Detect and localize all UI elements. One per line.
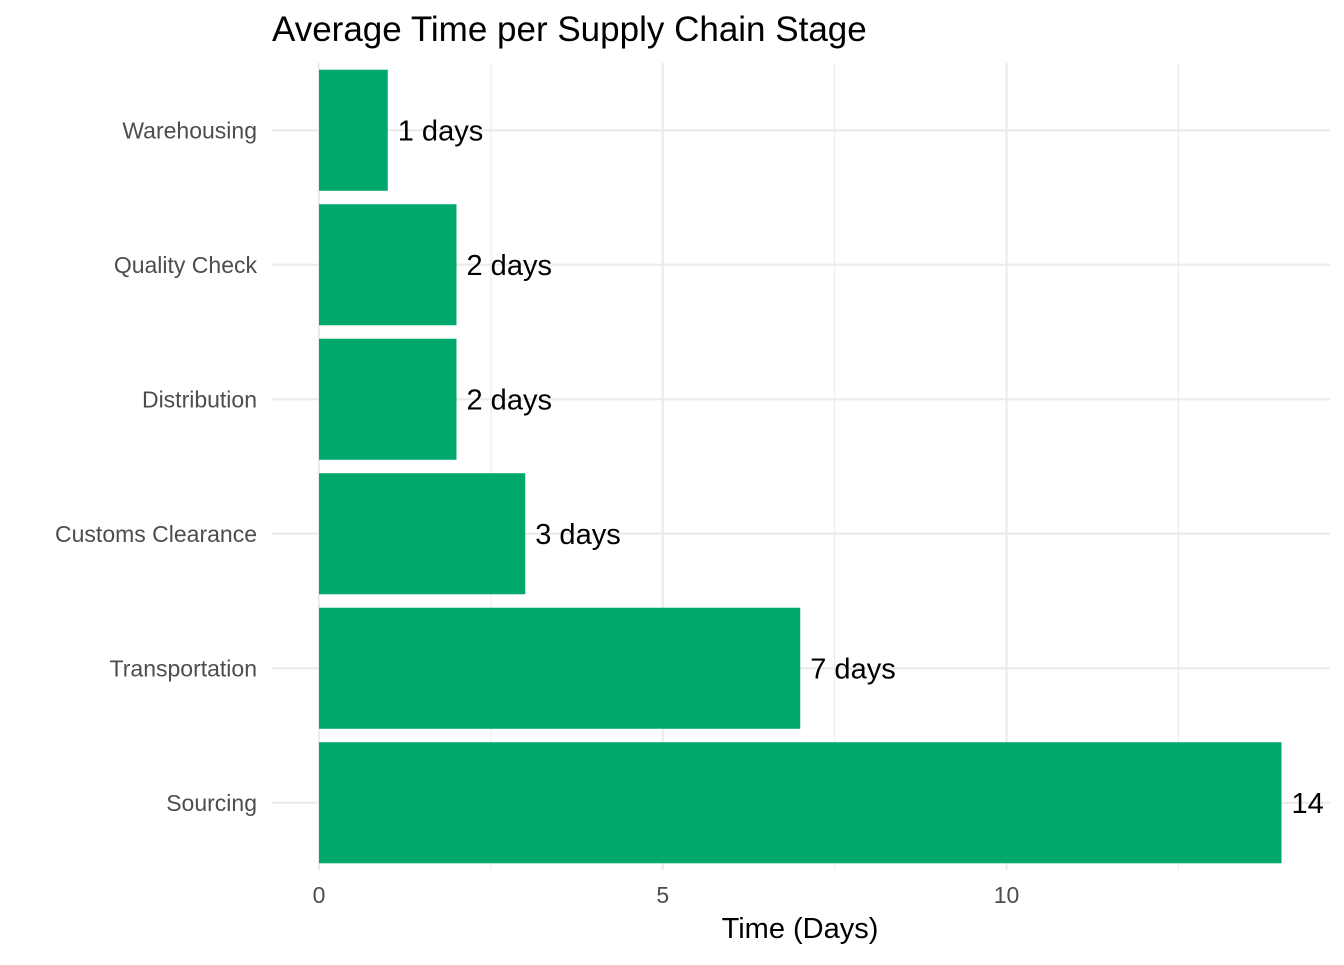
x-tick-label: 10 bbox=[994, 882, 1020, 908]
data-label: 14 bbox=[1292, 788, 1324, 820]
data-label: 2 days bbox=[467, 250, 552, 282]
y-tick-label: Warehousing bbox=[122, 117, 257, 143]
x-tick-label: 5 bbox=[656, 882, 669, 908]
bar-warehousing bbox=[319, 69, 388, 191]
chart-title: Average Time per Supply Chain Stage bbox=[272, 10, 867, 49]
bar-quality-check bbox=[319, 204, 457, 326]
bar-distribution bbox=[319, 338, 457, 460]
y-tick-label: Sourcing bbox=[166, 790, 257, 816]
y-axis-ticks: Sourcing Transportation Customs Clearance D… bbox=[55, 117, 257, 816]
bar-customs-clearance bbox=[319, 473, 526, 595]
data-labels: 14 7 days 3 days 2 days 2 days 1 days bbox=[398, 115, 1324, 820]
y-tick-label: Distribution bbox=[142, 386, 257, 412]
data-label: 2 days bbox=[467, 384, 552, 416]
data-label: 3 days bbox=[535, 519, 620, 551]
x-axis-ticks: 0 5 10 bbox=[313, 882, 1020, 908]
y-tick-label: Transportation bbox=[110, 655, 257, 681]
bars bbox=[319, 69, 1282, 864]
y-tick-label: Quality Check bbox=[114, 252, 258, 278]
x-axis-title: Time (Days) bbox=[722, 913, 879, 945]
data-label: 7 days bbox=[810, 653, 895, 685]
data-label: 1 days bbox=[398, 115, 483, 147]
bar-sourcing bbox=[319, 742, 1282, 864]
bar-transportation bbox=[319, 607, 801, 729]
y-tick-label: Customs Clearance bbox=[55, 521, 257, 547]
x-tick-label: 0 bbox=[313, 882, 326, 908]
